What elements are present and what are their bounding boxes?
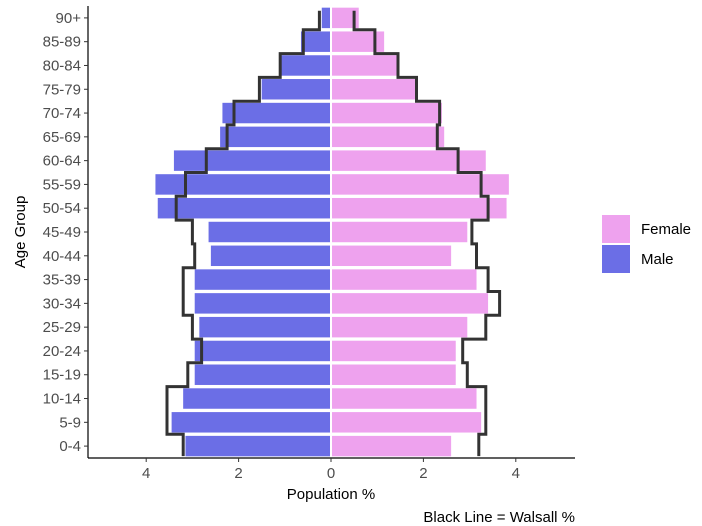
bar-male-35-39 xyxy=(195,269,330,289)
y-tick-label: 60-64 xyxy=(43,153,81,170)
legend-key-male xyxy=(602,245,630,273)
bar-female-20-24 xyxy=(332,341,456,361)
bar-male-55-59 xyxy=(155,174,330,194)
bar-male-30-34 xyxy=(195,293,330,313)
bar-female-35-39 xyxy=(332,269,477,289)
y-ticks-group: 0-4 5-9 10-14 15-19 20-24 25-29 30-34 35-39 40-4… xyxy=(43,10,88,455)
bar-female-0-4 xyxy=(332,436,451,456)
bar-male-60-64 xyxy=(174,150,330,170)
y-tick-label: 0-4 xyxy=(59,438,81,455)
bar-female-80-84 xyxy=(332,55,398,75)
x-tick-label: 4 xyxy=(142,465,150,482)
y-tick-label: 80-84 xyxy=(43,57,81,74)
y-tick-label: 65-69 xyxy=(43,129,81,146)
bar-male-90+ xyxy=(322,8,330,28)
y-tick-label: 90+ xyxy=(56,10,82,27)
y-tick-label: 30-34 xyxy=(43,295,81,312)
y-tick-label: 40-44 xyxy=(43,248,81,265)
bar-female-15-19 xyxy=(332,365,456,385)
bar-female-10-14 xyxy=(332,388,477,408)
x-axis-title: Population % xyxy=(287,486,375,503)
y-tick-label: 70-74 xyxy=(43,105,81,122)
bar-male-40-44 xyxy=(211,246,330,266)
y-tick-label: 10-14 xyxy=(43,391,81,408)
y-tick-label: 35-39 xyxy=(43,272,81,289)
bar-male-20-24 xyxy=(195,341,330,361)
bar-female-75-79 xyxy=(332,79,416,99)
bar-male-70-74 xyxy=(222,103,330,123)
y-tick-label: 20-24 xyxy=(43,343,81,360)
chart-caption: Black Line = Walsall % xyxy=(423,509,575,526)
bar-female-40-44 xyxy=(332,246,451,266)
bar-female-70-74 xyxy=(332,103,442,123)
bar-male-5-9 xyxy=(172,412,330,432)
legend-key-female xyxy=(602,215,630,243)
y-tick-label: 5-9 xyxy=(59,414,81,431)
bar-male-15-19 xyxy=(195,365,330,385)
bar-male-0-4 xyxy=(185,436,330,456)
bar-male-75-79 xyxy=(262,79,330,99)
bar-female-50-54 xyxy=(332,198,507,218)
bar-female-60-64 xyxy=(332,150,486,170)
bar-female-5-9 xyxy=(332,412,481,432)
y-tick-label: 55-59 xyxy=(43,176,81,193)
y-axis-title: Age Group xyxy=(12,196,29,269)
y-tick-label: 15-19 xyxy=(43,367,81,384)
bar-male-50-54 xyxy=(158,198,330,218)
x-tick-label: 2 xyxy=(419,465,427,482)
bar-male-25-29 xyxy=(199,317,330,337)
x-tick-label: 2 xyxy=(234,465,242,482)
legend-label-female: Female xyxy=(641,221,691,238)
bar-female-45-49 xyxy=(332,222,467,242)
bar-female-65-69 xyxy=(332,127,444,147)
bar-female-30-34 xyxy=(332,293,488,313)
y-tick-label: 45-49 xyxy=(43,224,81,241)
bar-male-85-89 xyxy=(301,31,330,51)
bar-male-65-69 xyxy=(220,127,330,147)
legend: Female Male xyxy=(602,215,691,273)
y-tick-label: 85-89 xyxy=(43,34,81,51)
x-ticks-group: 4 2 0 2 4 xyxy=(142,458,520,482)
y-tick-label: 75-79 xyxy=(43,81,81,98)
bar-male-10-14 xyxy=(183,388,330,408)
bar-male-80-84 xyxy=(280,55,330,75)
bar-female-25-29 xyxy=(332,317,467,337)
y-tick-label: 50-54 xyxy=(43,200,81,217)
y-tick-label: 25-29 xyxy=(43,319,81,336)
legend-label-male: Male xyxy=(641,251,674,268)
x-tick-label: 4 xyxy=(512,465,520,482)
x-tick-label: 0 xyxy=(327,465,335,482)
bar-male-45-49 xyxy=(209,222,330,242)
bars-group xyxy=(155,6,508,458)
